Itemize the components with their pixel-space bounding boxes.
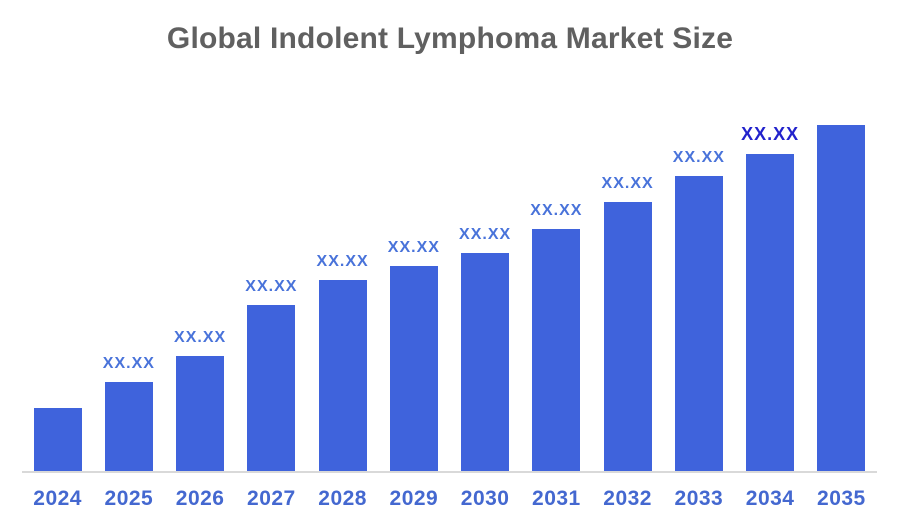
bar-value-label-2030: XX.XX: [459, 226, 512, 244]
bar-value-label-2026: XX.XX: [174, 329, 227, 347]
x-tick-label-2029: 2029: [389, 487, 439, 510]
bar-value-label-2027: XX.XX: [245, 278, 298, 296]
bar-2024: [33, 408, 82, 472]
bar-value-label-2032: XX.XX: [601, 175, 654, 193]
category-band-2025: XX.XX: [93, 125, 164, 472]
x-tick-label-2031: 2031: [532, 487, 581, 510]
x-axis-tick-labels: 2024 2025 2026 2027 2028 2029 2030 2031 2032 2033…: [22, 487, 877, 511]
bar-value-label-2028: XX.XX: [316, 253, 369, 271]
x-tick-label-2027: 2027: [247, 487, 296, 510]
x-axis-line: [22, 471, 877, 473]
bar-2033: [674, 176, 723, 472]
x-tick-label-2035: 2035: [817, 487, 866, 510]
x-tick-label-2024: 2024: [33, 487, 82, 510]
category-band-2031: XX.XX: [521, 125, 592, 472]
bar-value-label-2034: XX.XX: [741, 124, 800, 144]
bar-2035: [817, 125, 866, 472]
bar-2029: [389, 266, 438, 472]
category-band-2027: XX.XX: [236, 125, 307, 472]
category-band-2029: XX.XX: [378, 125, 449, 472]
bar-value-label-2029: XX.XX: [387, 239, 440, 257]
bar-2031: [532, 229, 581, 472]
category-band-2033: XX.XX: [663, 125, 734, 472]
x-tick-label-2025: 2025: [104, 487, 154, 510]
bar-2025: [104, 382, 153, 472]
category-band-2030: XX.XX: [450, 125, 521, 472]
bar-2027: [247, 305, 296, 472]
category-band-2028: XX.XX: [307, 125, 378, 472]
category-band-2026: XX.XX: [165, 125, 236, 472]
bar-value-label-2033: XX.XX: [672, 149, 725, 167]
bar-2026: [176, 356, 225, 472]
chart-title: Global Indolent Lymphoma Market Size: [166, 22, 734, 55]
bar-2034: [746, 153, 795, 472]
category-band-2034: XX.XX: [735, 124, 806, 472]
x-tick-label-2032: 2032: [603, 487, 652, 510]
x-tick-label-2033: 2033: [674, 487, 724, 510]
category-band-2035: [806, 125, 877, 472]
plot-area: XX.XX XX.XX XX.XX XX.XX XX.XX XX.XX XX.XX XX.XX…: [22, 124, 877, 472]
x-tick-label-2028: 2028: [318, 487, 367, 510]
bar-2030: [461, 253, 510, 472]
bar-value-label-2031: XX.XX: [530, 202, 583, 220]
bar-2032: [603, 202, 652, 472]
x-tick-label-2030: 2030: [460, 487, 510, 510]
x-tick-label-2026: 2026: [175, 487, 225, 510]
x-tick-label-2034: 2034: [745, 487, 795, 510]
bar-value-label-2025: XX.XX: [102, 355, 155, 373]
category-band-2024: [22, 125, 93, 472]
category-band-2032: XX.XX: [592, 125, 663, 472]
bar-2028: [318, 280, 367, 472]
